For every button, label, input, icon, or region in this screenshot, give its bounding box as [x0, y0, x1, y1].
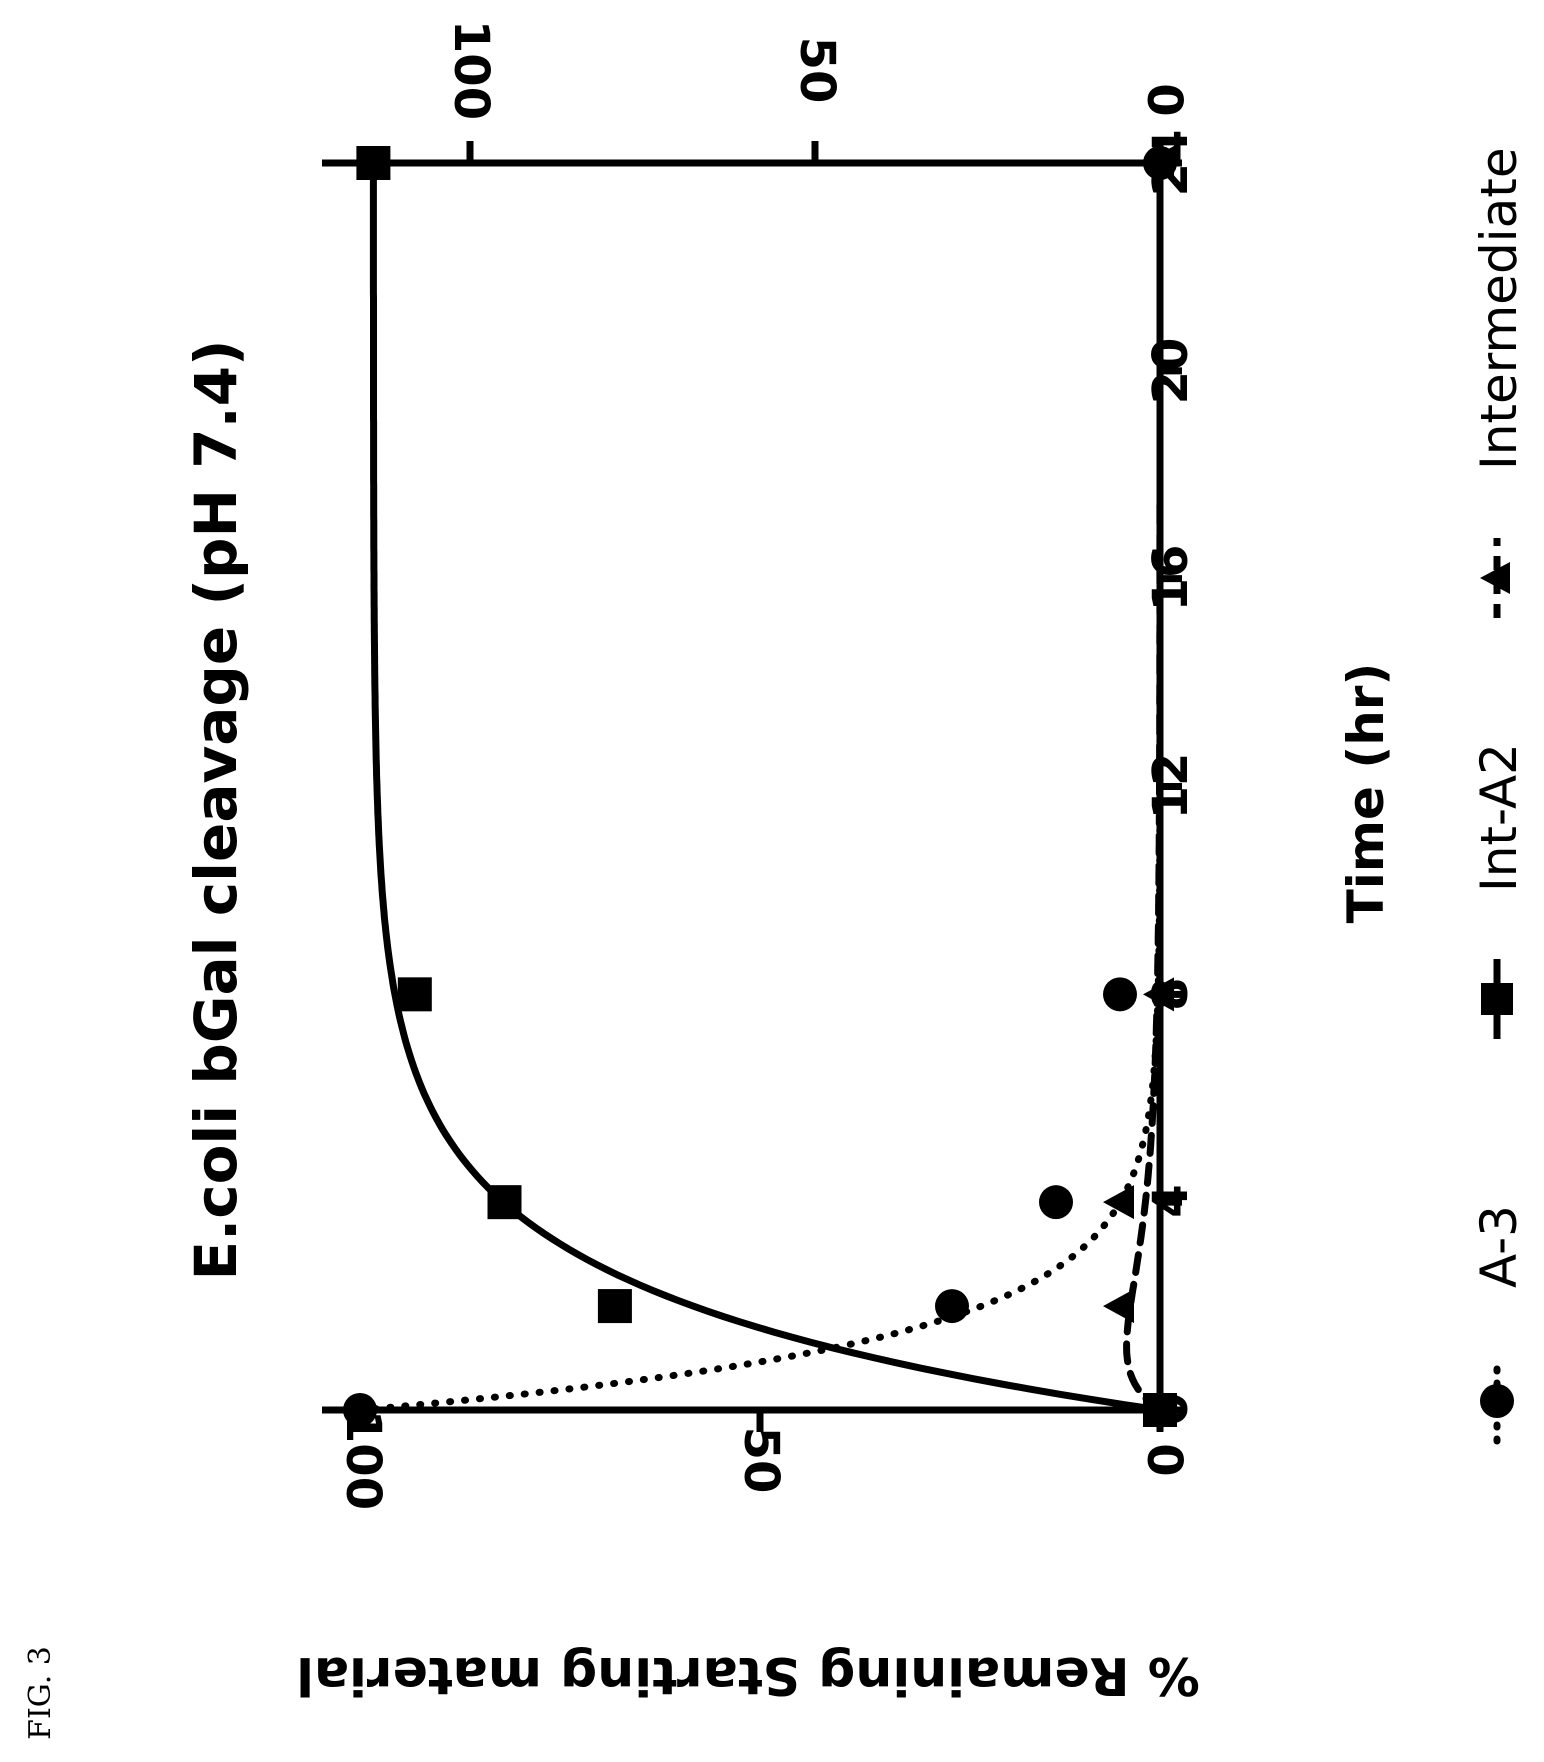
x-tick-label: 4 [1143, 1184, 1199, 1217]
legend-label-a3: A-3 [1470, 1205, 1528, 1288]
legend: A-3 Int-A2 Intermediate [1470, 147, 1528, 1445]
y-tick-label: 100 [335, 1410, 391, 1510]
y-axis-label: % Remaining Starting material [296, 1645, 1200, 1705]
y-tick-labels-right: 0 50 100 [443, 20, 1192, 120]
data-point-intermediate [1143, 1393, 1174, 1427]
legend-item-a3: A-3 [1470, 1205, 1528, 1445]
data-point-a3 [1103, 977, 1137, 1012]
y2-tick-label: 100 [443, 20, 499, 120]
series-markers [343, 146, 1177, 1427]
x-tick-labels: 0 4 8 12 16 20 24 [1143, 130, 1199, 1426]
legend-item-intermediate: Intermediate [1470, 147, 1528, 618]
data-point-int-a2 [597, 1289, 632, 1324]
fit-line-int-a2 [369, 159, 1164, 1414]
series-lines [356, 159, 1164, 1414]
x-axis-label: Time (hr) [1337, 663, 1395, 924]
fit-line-a3 [356, 159, 1164, 1414]
data-point-intermediate [1103, 1289, 1134, 1324]
x-tick-label: 24 [1143, 130, 1199, 197]
legend-line-intermediate [1480, 538, 1510, 618]
data-point-int-a2 [397, 977, 432, 1012]
x-tick-label: 20 [1143, 338, 1199, 405]
x-tick-label: 0 [1143, 1392, 1199, 1425]
plot-area [322, 141, 1182, 1432]
legend-item-int-a2: Int-A2 [1470, 743, 1528, 1039]
data-point-intermediate [1103, 1185, 1134, 1220]
y-tick-label: 0 [1136, 1443, 1192, 1476]
y-tick-label: 50 [733, 1427, 789, 1494]
legend-line-a3 [1480, 1357, 1514, 1445]
y2-tick-label: 0 [1136, 83, 1192, 116]
data-point-intermediate [1143, 977, 1174, 1012]
x-tick-label: 8 [1143, 977, 1199, 1010]
chart-title: E.coli bGal cleavage (pH 7.4) [182, 340, 250, 1281]
x-tick-label: 16 [1143, 545, 1199, 612]
legend-label-intermediate: Intermediate [1470, 147, 1528, 470]
data-point-intermediate [1143, 146, 1174, 180]
data-point-a3 [343, 1393, 377, 1427]
y2-tick-label: 50 [789, 37, 845, 104]
legend-label-int-a2: Int-A2 [1470, 743, 1528, 892]
axes [322, 141, 1182, 1432]
legend-line-int-a2 [1481, 959, 1513, 1039]
data-point-int-a2 [487, 1185, 522, 1220]
x-tick-label: 12 [1143, 753, 1199, 820]
y-tick-labels-left: 0 50 100 [335, 1410, 1192, 1510]
data-point-a3 [1039, 1185, 1073, 1220]
data-point-int-a2 [356, 146, 391, 180]
figure-label: FIG. 3 [23, 1646, 58, 1740]
data-point-a3 [935, 1289, 969, 1324]
